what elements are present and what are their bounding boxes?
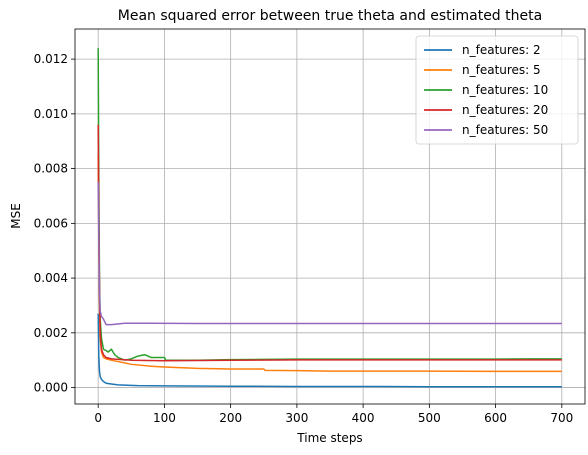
y-axis-label: MSE [9, 203, 23, 229]
x-tick-label: 700 [550, 411, 573, 425]
legend-label: n_features: 20 [462, 103, 548, 117]
legend: n_features: 2 n_features: 5 n_features: 10… [415, 35, 579, 145]
x-tick-label: 100 [153, 411, 176, 425]
y-tick-label: 0.000 [34, 381, 68, 395]
legend-label: n_features: 5 [462, 63, 541, 77]
y-tick-label: 0.004 [34, 271, 68, 285]
y-tick-label: 0.010 [34, 107, 68, 121]
y-tick-label: 0.012 [34, 52, 68, 66]
series-line-1 [97, 313, 562, 388]
axis-ticks: 0 100 200 300 400 500 600 700 0.000 0.002 0.004 0.0… [34, 52, 574, 425]
x-tick-label: 200 [219, 411, 242, 425]
x-axis-label: Time steps [296, 431, 362, 445]
legend-label: n_features: 50 [462, 123, 548, 137]
series-line-4 [97, 124, 562, 362]
axes-frame [74, 28, 586, 405]
y-tick-label: 0.008 [34, 162, 68, 176]
x-tick-label: 400 [352, 411, 375, 425]
chart-title: Mean squared error between true theta an… [118, 8, 542, 24]
x-tick-label: 500 [418, 411, 441, 425]
legend-label: n_features: 10 [462, 83, 548, 97]
x-tick-label: 0 [94, 411, 102, 425]
x-tick-label: 300 [285, 411, 308, 425]
legend-box [415, 35, 579, 145]
y-tick-label: 0.006 [34, 216, 68, 230]
series-lines [97, 48, 562, 388]
y-tick-label: 0.002 [34, 326, 68, 340]
series-line-3 [97, 48, 562, 361]
legend-label: n_features: 2 [462, 43, 541, 57]
series-line-5 [97, 182, 562, 326]
x-tick-label: 600 [484, 411, 507, 425]
